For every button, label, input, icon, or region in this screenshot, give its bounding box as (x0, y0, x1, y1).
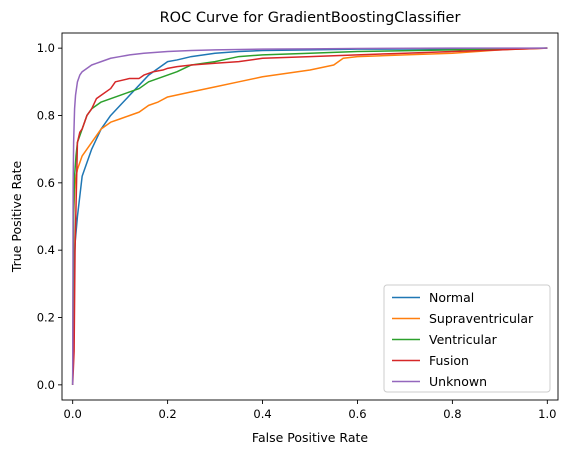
legend-items: Normal Supraventricular Ventricular Fusion U… (392, 290, 534, 389)
legend-label-unknown: Unknown (429, 374, 487, 389)
y-tick-label: 0.6 (37, 176, 55, 190)
y-tick-label: 0.4 (37, 243, 55, 257)
plot-area (71, 47, 548, 385)
legend: Normal Supraventricular Ventricular Fusion U… (383, 284, 551, 393)
x-tick-label: 0.8 (443, 407, 461, 421)
x-axis-label: False Positive Rate (252, 430, 368, 445)
series-line-supraventricular (71, 47, 548, 385)
x-tick-label: 0.6 (348, 407, 366, 421)
series-line-unknown (71, 47, 548, 385)
x-axis-ticks: 0.0 0.2 0.4 0.6 0.8 1.0 (64, 400, 556, 421)
legend-label-fusion: Fusion (429, 353, 469, 368)
chart-title: ROC Curve for GradientBoostingClassifier (160, 10, 461, 26)
y-tick-label: 0.2 (37, 311, 55, 325)
legend-label-ventricular: Ventricular (429, 332, 498, 347)
legend-box (383, 284, 551, 393)
y-axis-ticks: 0.0 0.2 0.4 0.6 0.8 1.0 (37, 41, 62, 392)
x-tick-label: 0.0 (64, 407, 82, 421)
x-tick-label: 1.0 (538, 407, 556, 421)
x-tick-label: 0.4 (253, 407, 271, 421)
series-layer (71, 47, 548, 385)
y-tick-label: 0.0 (37, 378, 55, 392)
legend-label-supraventricular: Supraventricular (429, 311, 534, 326)
legend-label-normal: Normal (429, 290, 474, 305)
plot-frame (61, 32, 559, 401)
series-line-fusion (71, 47, 548, 385)
x-tick-label: 0.2 (158, 407, 176, 421)
y-tick-label: 0.8 (37, 108, 55, 122)
y-tick-label: 1.0 (37, 41, 55, 55)
y-axis-label: True Positive Rate (9, 161, 24, 274)
